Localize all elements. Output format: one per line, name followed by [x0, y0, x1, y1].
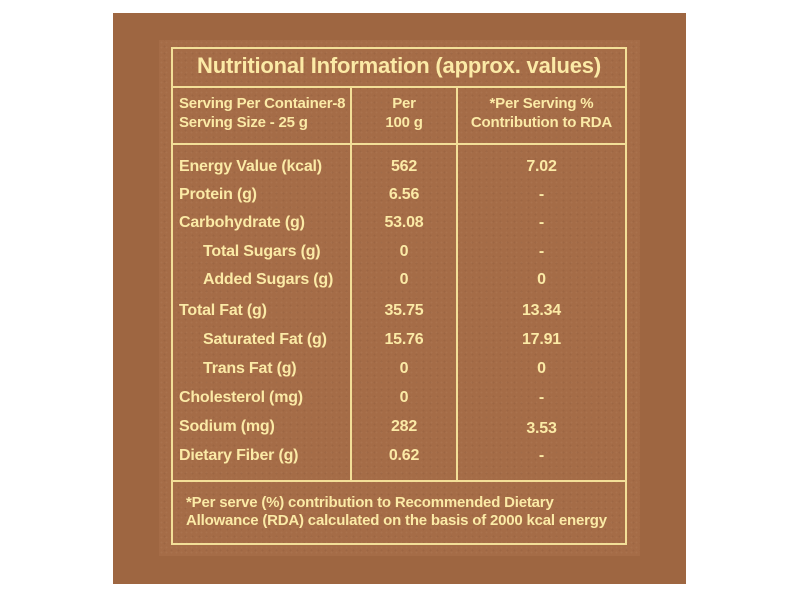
row-label-added-sugars: Added Sugars (g): [203, 271, 334, 288]
serving-per-container: Serving Per Container-8: [179, 95, 346, 112]
nutrition-table-frame: [171, 47, 627, 545]
row-label-sodium: Sodium (mg): [179, 418, 275, 435]
row-rda-added-sugars: 0: [537, 271, 546, 288]
title-divider: [171, 86, 627, 88]
row-rda-energy: 7.02: [526, 158, 557, 175]
row-per100-dietary-fiber: 0.62: [388, 447, 420, 464]
row-label-protein: Protein (g): [179, 186, 257, 203]
row-label-carbohydrate: Carbohydrate (g): [179, 214, 305, 231]
row-per100-total-sugars: 0: [399, 243, 409, 260]
row-per100-protein: 6.56: [388, 186, 420, 203]
row-label-dietary-fiber: Dietary Fiber (g): [179, 447, 299, 464]
per-header-line1: Per: [392, 95, 416, 112]
row-rda-dietary-fiber: -: [538, 447, 545, 464]
row-per100-carbohydrate: 53.08: [384, 214, 424, 231]
row-per100-saturated-fat: 15.76: [384, 331, 424, 348]
row-rda-cholesterol: -: [538, 389, 545, 406]
row-label-total-fat: Total Fat (g): [179, 302, 267, 319]
row-per100-energy: 562: [390, 158, 418, 175]
row-per100-added-sugars: 0: [399, 271, 409, 288]
footnote-line2: Allowance (RDA) calculated on the basis …: [186, 512, 607, 529]
row-rda-trans-fat: 0: [537, 360, 546, 377]
row-rda-protein: -: [538, 186, 545, 203]
row-per100-cholesterol: 0: [399, 389, 409, 406]
column-divider-2: [456, 87, 458, 481]
row-rda-sodium: 3.53: [526, 420, 557, 437]
row-rda-total-sugars: -: [538, 243, 545, 260]
row-per100-sodium: 282: [390, 418, 418, 435]
nutrition-panel: [159, 40, 640, 556]
rda-header-line2: Contribution to RDA: [470, 114, 613, 131]
row-per100-total-fat: 35.75: [384, 302, 424, 319]
row-rda-total-fat: 13.34: [521, 302, 562, 319]
row-label-saturated-fat: Saturated Fat (g): [203, 331, 327, 348]
row-label-cholesterol: Cholesterol (mg): [179, 389, 303, 406]
row-rda-saturated-fat: 17.91: [521, 331, 562, 348]
footer-divider: [171, 480, 627, 482]
table-title: Nutritional Information (approx. values): [197, 53, 601, 78]
row-per100-trans-fat: 0: [399, 360, 409, 377]
row-label-energy: Energy Value (kcal): [179, 158, 322, 175]
header-divider: [171, 143, 627, 145]
row-rda-carbohydrate: -: [538, 214, 545, 231]
column-divider-1: [350, 87, 352, 481]
rda-header-line1: *Per Serving %: [489, 95, 594, 112]
serving-size: Serving Size - 25 g: [179, 114, 308, 131]
row-label-trans-fat: Trans Fat (g): [203, 360, 297, 377]
row-label-total-sugars: Total Sugars (g): [203, 243, 321, 260]
footnote-line1: *Per serve (%) contribution to Recommend…: [186, 494, 554, 511]
per-header-line2: 100 g: [385, 114, 423, 131]
